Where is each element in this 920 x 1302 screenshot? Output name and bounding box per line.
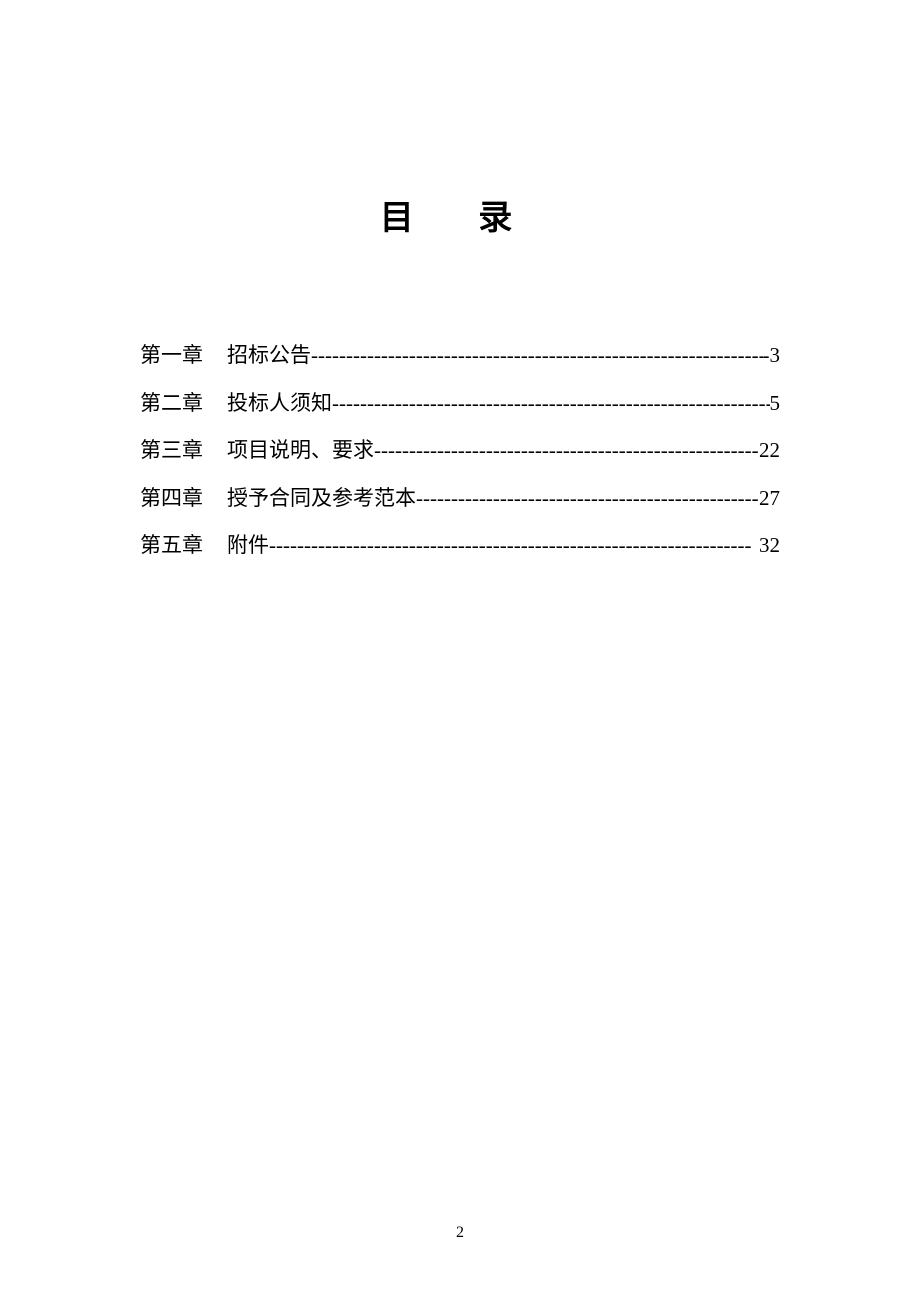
leader-dashes: ----------------------------------------… [374, 434, 759, 468]
leader-dashes: ----------------------------------------… [269, 529, 759, 563]
page-number: 27 [759, 482, 780, 516]
chapter-label: 第三章 [140, 434, 203, 468]
toc-list: 第一章 招标公告 -------------------------------… [140, 339, 780, 563]
footer-page-number: 2 [0, 1224, 920, 1242]
chapter-label: 第二章 [140, 387, 203, 421]
chapter-title: 附件 [227, 529, 269, 563]
toc-item: 第一章 招标公告 -------------------------------… [140, 339, 780, 373]
toc-item: 第五章 附件 ---------------------------------… [140, 529, 780, 563]
leader-dashes: ----------------------------------------… [311, 339, 763, 373]
toc-item: 第四章 授予合同及参考范本 --------------------------… [140, 482, 780, 516]
toc-item: 第三章 项目说明、要求 ----------------------------… [140, 434, 780, 468]
chapter-title: 授予合同及参考范本 [227, 482, 416, 516]
chapter-label: 第一章 [140, 339, 203, 373]
chapter-label: 第五章 [140, 529, 203, 563]
leader-dashes: ----------------------------------------… [332, 387, 770, 421]
leader-dashes: ----------------------------------------… [416, 482, 759, 516]
toc-item: 第二章 投标人须知 ------------------------------… [140, 387, 780, 421]
page-number: 5 [770, 387, 781, 421]
chapter-title: 投标人须知 [227, 387, 332, 421]
page-number: 32 [759, 529, 780, 563]
page-number: 22 [759, 434, 780, 468]
chapter-title: 招标公告 [227, 339, 311, 373]
document-page: 目 录 第一章 招标公告 ---------------------------… [0, 0, 920, 563]
toc-title: 目 录 [140, 190, 780, 239]
chapter-title: 项目说明、要求 [227, 434, 374, 468]
chapter-label: 第四章 [140, 482, 203, 516]
page-number: -3 [763, 339, 781, 373]
